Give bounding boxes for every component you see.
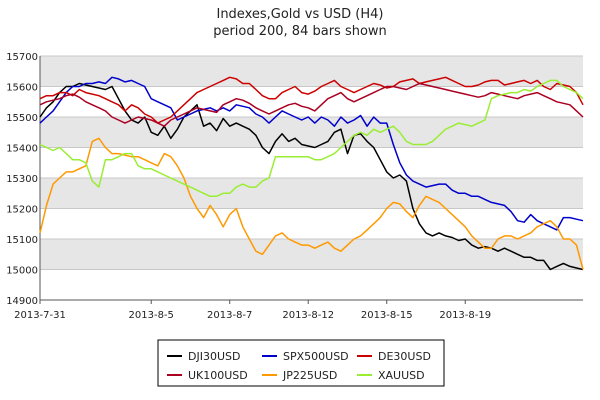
grid-band: [40, 86, 583, 117]
y-tick-label: 15000: [6, 266, 38, 277]
series-line-uk100usd: [39, 82, 584, 127]
series-line-jp225usd: [39, 137, 584, 270]
legend-label: XAUUSD: [378, 369, 425, 382]
grid-band: [40, 56, 583, 87]
grid-band: [40, 147, 583, 178]
y-tick-label: 15300: [6, 174, 38, 185]
y-tick-label: 15500: [6, 113, 38, 124]
grid-band: [40, 208, 583, 239]
x-tick-label: 2013-8-15: [361, 310, 413, 321]
y-tick-label: 14900: [6, 296, 38, 307]
grid-band: [40, 117, 583, 148]
y-tick-label: 15400: [6, 144, 38, 155]
legend-label: JP225USD: [282, 369, 337, 382]
series-line-xauusd: [39, 79, 584, 198]
y-tick-label: 15100: [6, 235, 38, 246]
y-tick-label: 15200: [6, 205, 38, 216]
legend-label: DJI30USD: [188, 350, 240, 363]
x-tick-label: 2013-8-19: [439, 310, 491, 321]
series-line-spx500usd: [39, 76, 584, 231]
x-tick-label: 2013-7-31: [14, 310, 66, 321]
x-tick-label: 2013-8-5: [129, 310, 174, 321]
chart-subtitle: period 200, 84 bars shown: [213, 24, 387, 39]
legend-label: DE30USD: [378, 350, 431, 363]
series-line-de30usd: [39, 76, 584, 124]
y-tick-label: 15700: [6, 52, 38, 63]
legend-label: UK100USD: [188, 369, 248, 382]
legend-label: SPX500USD: [283, 350, 349, 363]
grid-band: [40, 269, 583, 300]
chart-title: Indexes,Gold vs USD (H4): [216, 7, 383, 22]
y-tick-label: 15600: [6, 83, 38, 94]
grid-band: [40, 239, 583, 270]
legend-box: [157, 339, 445, 387]
x-tick-label: 2013-8-12: [282, 310, 334, 321]
grid-band: [40, 178, 583, 209]
x-tick-label: 2013-8-7: [207, 310, 252, 321]
series-line-dji30usd: [39, 82, 584, 271]
